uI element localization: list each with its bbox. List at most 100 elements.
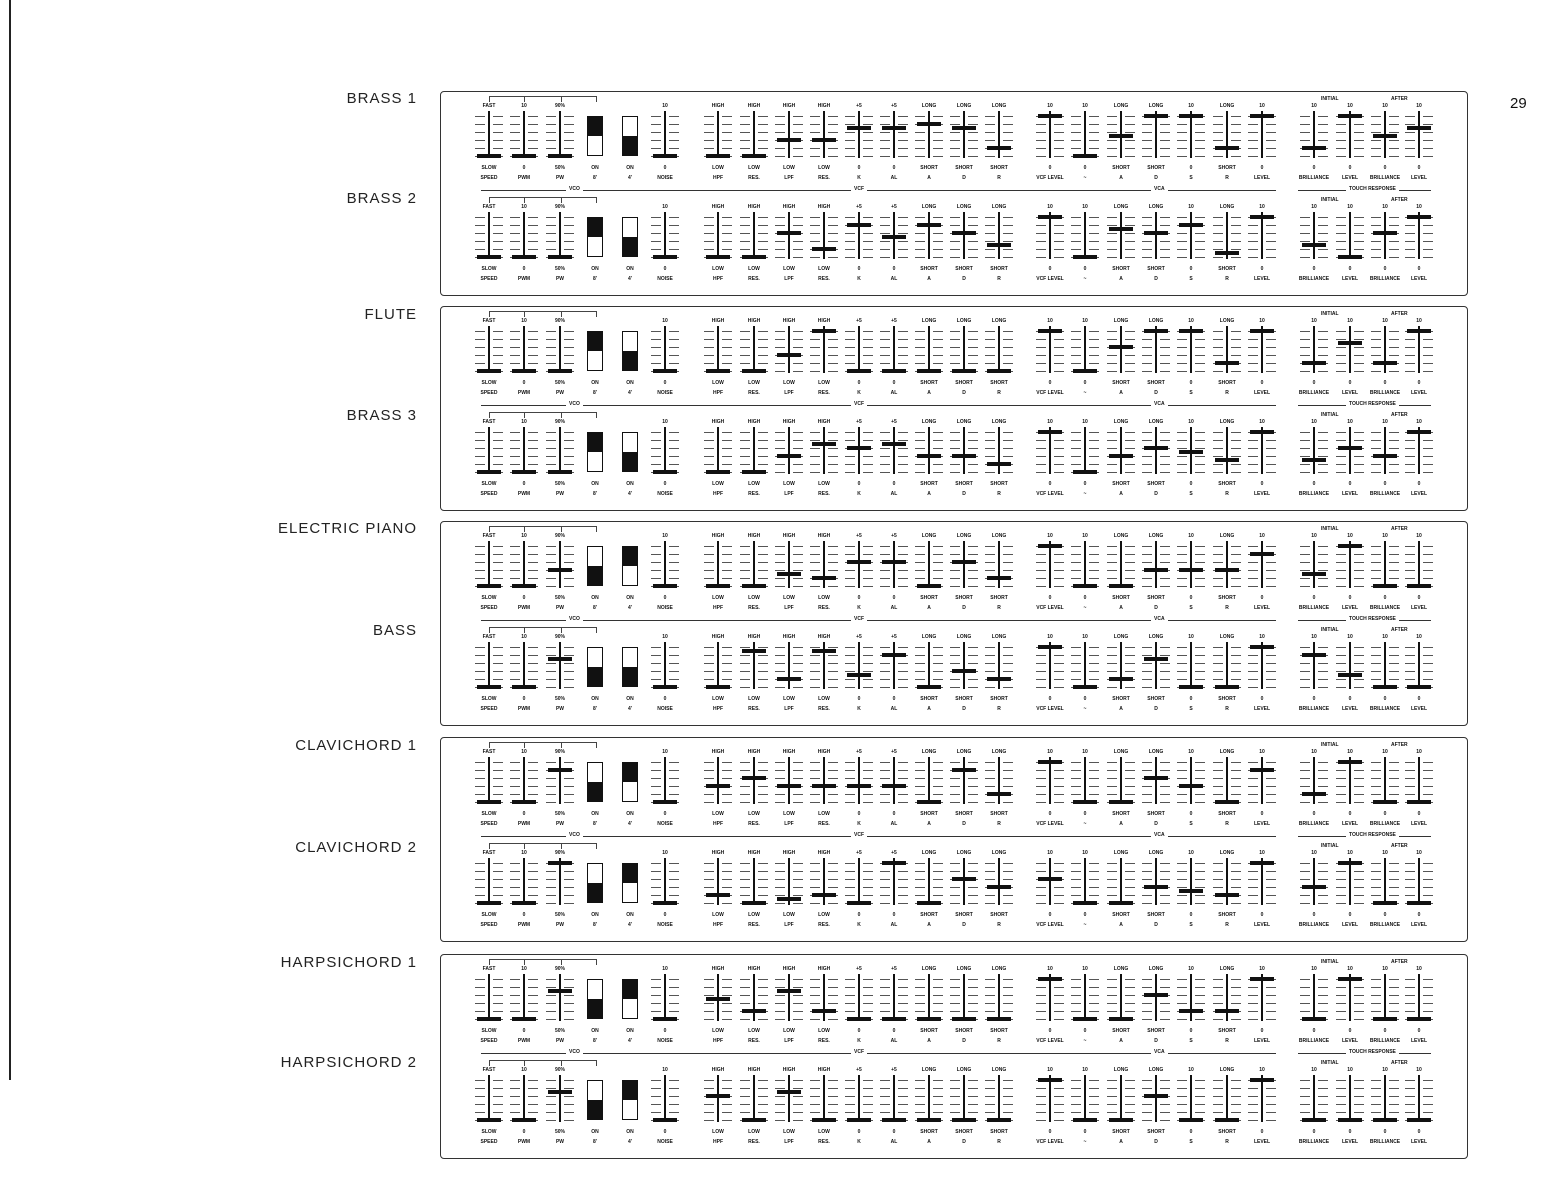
- slider-noise[interactable]: 10 0 NOISE: [648, 92, 682, 192]
- slider-knob[interactable]: [653, 1118, 677, 1122]
- slider-knob[interactable]: [1073, 901, 1097, 905]
- slider-knob[interactable]: [882, 653, 906, 657]
- slider-knob[interactable]: [952, 126, 976, 130]
- slider-knob[interactable]: [653, 800, 677, 804]
- slider-knob[interactable]: [653, 584, 677, 588]
- octave-switch[interactable]: [587, 863, 603, 903]
- slider-knob[interactable]: [477, 901, 501, 905]
- slider-[interactable]: 10 0 ~: [1068, 408, 1102, 508]
- slider-knob[interactable]: [847, 126, 871, 130]
- slider-knob[interactable]: [1215, 1009, 1239, 1013]
- slider-knob[interactable]: [706, 584, 730, 588]
- slider-knob[interactable]: [1179, 1118, 1203, 1122]
- slider-knob[interactable]: [1302, 361, 1326, 365]
- slider-a[interactable]: LONG SHORT A: [912, 738, 946, 838]
- slider-knob[interactable]: [1109, 584, 1133, 588]
- slider-speed[interactable]: FAST SLOW SPEED: [472, 522, 506, 622]
- slider-speed[interactable]: FAST SLOW SPEED: [472, 955, 506, 1055]
- slider-level[interactable]: 10 0 LEVEL: [1333, 522, 1367, 622]
- slider-knob[interactable]: [1250, 1078, 1274, 1082]
- slider-knob[interactable]: [512, 901, 536, 905]
- slider-knob[interactable]: [477, 255, 501, 259]
- slider-r[interactable]: LONG SHORT R: [982, 193, 1016, 293]
- slider-knob[interactable]: [917, 1017, 941, 1021]
- slider-noise[interactable]: 10 0 NOISE: [648, 408, 682, 508]
- slider-knob[interactable]: [777, 1090, 801, 1094]
- slider-brilliance[interactable]: 10 0 BRILLIANCE: [1297, 955, 1331, 1055]
- slider-[interactable]: 10 0 ~: [1068, 522, 1102, 622]
- slider-d[interactable]: LONG SHORT D: [947, 623, 981, 723]
- slider-knob[interactable]: [1302, 243, 1326, 247]
- slider-knob[interactable]: [777, 454, 801, 458]
- slider-lpf[interactable]: HIGH LOW LPF: [772, 193, 806, 293]
- slider-knob[interactable]: [987, 146, 1011, 150]
- octave-switch[interactable]: [622, 647, 638, 687]
- slider-knob[interactable]: [1109, 1118, 1133, 1122]
- slider-vcf-level[interactable]: 10 0 VCF LEVEL: [1033, 623, 1067, 723]
- slider-res[interactable]: HIGH LOW RES.: [807, 1056, 841, 1156]
- slider-d[interactable]: LONG SHORT D: [947, 408, 981, 508]
- slider-r[interactable]: LONG SHORT R: [1210, 839, 1244, 939]
- slider-knob[interactable]: [706, 154, 730, 158]
- slider-s[interactable]: 10 0 S: [1174, 193, 1208, 293]
- slider-s[interactable]: 10 0 S: [1174, 408, 1208, 508]
- octave-switch[interactable]: [587, 1080, 603, 1120]
- slider-noise[interactable]: 10 0 NOISE: [648, 307, 682, 407]
- slider-knob[interactable]: [882, 784, 906, 788]
- slider-knob[interactable]: [742, 1009, 766, 1013]
- slider-d[interactable]: LONG SHORT D: [947, 522, 981, 622]
- slider-knob[interactable]: [1038, 877, 1062, 881]
- slider-knob[interactable]: [1215, 685, 1239, 689]
- slider-knob[interactable]: [987, 1118, 1011, 1122]
- switch-4[interactable]: ON 4': [613, 1056, 647, 1156]
- slider-res[interactable]: HIGH LOW RES.: [807, 623, 841, 723]
- slider-knob[interactable]: [777, 231, 801, 235]
- slider-d[interactable]: LONG SHORT D: [947, 92, 981, 192]
- slider-speed[interactable]: FAST SLOW SPEED: [472, 92, 506, 192]
- slider-brilliance[interactable]: 10 0 BRILLIANCE: [1297, 839, 1331, 939]
- slider-knob[interactable]: [1179, 889, 1203, 893]
- slider-knob[interactable]: [987, 1017, 1011, 1021]
- slider-knob[interactable]: [742, 154, 766, 158]
- slider-knob[interactable]: [987, 369, 1011, 373]
- slider-k[interactable]: +5 0 K: [842, 955, 876, 1055]
- octave-switch[interactable]: [587, 217, 603, 257]
- slider-al[interactable]: +5 0 AL: [877, 955, 911, 1055]
- slider-knob[interactable]: [917, 685, 941, 689]
- slider-r[interactable]: LONG SHORT R: [982, 623, 1016, 723]
- slider-d[interactable]: LONG SHORT D: [947, 193, 981, 293]
- slider-knob[interactable]: [548, 568, 572, 572]
- slider-knob[interactable]: [1179, 1009, 1203, 1013]
- slider-knob[interactable]: [477, 1118, 501, 1122]
- octave-switch[interactable]: [622, 863, 638, 903]
- slider-knob[interactable]: [812, 893, 836, 897]
- slider-lpf[interactable]: HIGH LOW LPF: [772, 839, 806, 939]
- slider-s[interactable]: 10 0 S: [1174, 92, 1208, 192]
- slider-knob[interactable]: [653, 685, 677, 689]
- slider-res[interactable]: HIGH LOW RES.: [737, 839, 771, 939]
- slider-vcf-level[interactable]: 10 0 VCF LEVEL: [1033, 522, 1067, 622]
- slider-knob[interactable]: [917, 454, 941, 458]
- slider-knob[interactable]: [1073, 470, 1097, 474]
- slider-knob[interactable]: [477, 1017, 501, 1021]
- slider-a[interactable]: LONG SHORT A: [912, 955, 946, 1055]
- octave-switch[interactable]: [622, 1080, 638, 1120]
- slider-speed[interactable]: FAST SLOW SPEED: [472, 839, 506, 939]
- octave-switch[interactable]: [587, 432, 603, 472]
- slider-knob[interactable]: [1038, 114, 1062, 118]
- slider-knob[interactable]: [1338, 544, 1362, 548]
- slider-knob[interactable]: [812, 138, 836, 142]
- slider-knob[interactable]: [987, 462, 1011, 466]
- slider-knob[interactable]: [987, 792, 1011, 796]
- slider-brilliance[interactable]: 10 0 BRILLIANCE: [1368, 1056, 1402, 1156]
- slider-knob[interactable]: [1144, 657, 1168, 661]
- slider-knob[interactable]: [1073, 154, 1097, 158]
- slider-knob[interactable]: [987, 243, 1011, 247]
- slider-lpf[interactable]: HIGH LOW LPF: [772, 1056, 806, 1156]
- slider-level[interactable]: 10 0 LEVEL: [1245, 955, 1279, 1055]
- slider-brilliance[interactable]: 10 0 BRILLIANCE: [1297, 738, 1331, 838]
- slider-knob[interactable]: [706, 255, 730, 259]
- slider-pw[interactable]: 90% 50% PW: [543, 623, 577, 723]
- slider-vcf-level[interactable]: 10 0 VCF LEVEL: [1033, 839, 1067, 939]
- slider-d[interactable]: LONG SHORT D: [947, 738, 981, 838]
